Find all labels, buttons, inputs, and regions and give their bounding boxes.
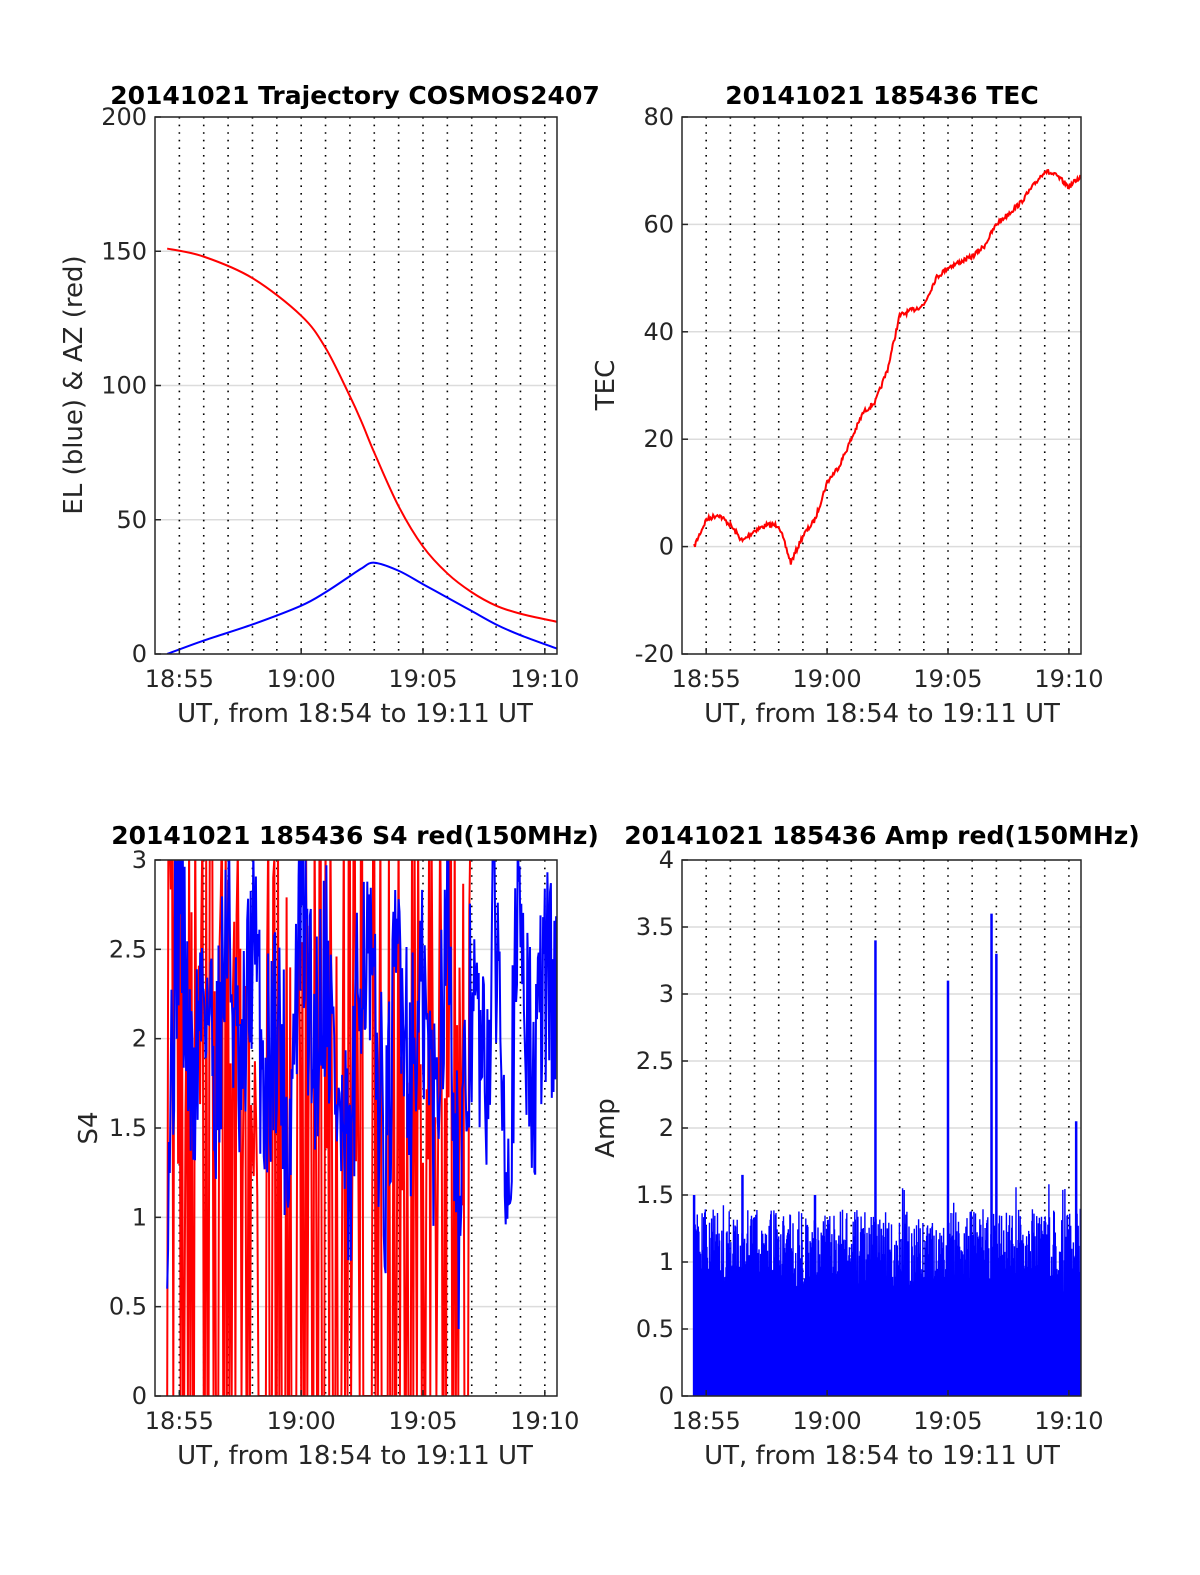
panel-title: 20141021 Trajectory COSMOS2407 bbox=[110, 81, 600, 110]
y-tick-label: 0.5 bbox=[109, 1293, 147, 1321]
x-axis-label: UT, from 18:54 to 19:11 UT bbox=[704, 1441, 1060, 1471]
panel-s4: 20141021 185436 S4 red(150MHz) 0 0.5 1 1.5 2… bbox=[74, 821, 599, 1471]
x-tick-label: 18:55 bbox=[672, 1407, 741, 1435]
y-tick-label: -20 bbox=[635, 640, 674, 668]
panel-title: 20141021 185436 TEC bbox=[725, 81, 1038, 110]
series-group bbox=[166, 860, 557, 1396]
y-axis-label: Amp bbox=[591, 1098, 621, 1158]
y-tick-label: 3 bbox=[132, 846, 147, 874]
y-tick-label: 1.5 bbox=[636, 1181, 674, 1209]
y-tick-label: 2 bbox=[132, 1025, 147, 1053]
series-group bbox=[693, 169, 1081, 565]
y-tick-label: 1.5 bbox=[109, 1114, 147, 1142]
x-tick-label: 19:05 bbox=[913, 1407, 982, 1435]
y-tick-label: 1 bbox=[132, 1203, 147, 1231]
x-tick-label: 18:55 bbox=[672, 665, 741, 693]
panel-title: 20141021 185436 S4 red(150MHz) bbox=[111, 821, 599, 850]
series-group bbox=[166, 247, 557, 654]
y-axis-label: S4 bbox=[74, 1111, 104, 1144]
y-tick-label: 2.5 bbox=[109, 935, 147, 963]
series-line-tec bbox=[693, 169, 1081, 565]
series-line-el bbox=[166, 561, 557, 654]
x-tick-label: 19:10 bbox=[510, 1407, 579, 1435]
y-tick-label: 2.5 bbox=[636, 1047, 674, 1075]
y-tick-label: 3.5 bbox=[636, 913, 674, 941]
y-tick-label: 60 bbox=[643, 210, 674, 238]
y-tick-label: 40 bbox=[643, 318, 674, 346]
series-line-blue bbox=[166, 860, 557, 1330]
y-axis-label: TEC bbox=[591, 360, 621, 411]
y-tick-label: 80 bbox=[643, 103, 674, 131]
x-tick-label: 19:00 bbox=[793, 1407, 862, 1435]
y-tick-label: 4 bbox=[659, 846, 674, 874]
x-tick-label: 19:00 bbox=[793, 665, 862, 693]
y-tick-label: 3 bbox=[659, 980, 674, 1008]
x-axis-label: UT, from 18:54 to 19:11 UT bbox=[177, 1441, 533, 1471]
y-tick-label: 0 bbox=[132, 640, 147, 668]
y-tick-label: 1 bbox=[659, 1248, 674, 1276]
panel-title: 20141021 185436 Amp red(150MHz) bbox=[624, 821, 1140, 850]
x-axis-label: UT, from 18:54 to 19:11 UT bbox=[704, 699, 1060, 729]
y-tick-label: 200 bbox=[101, 103, 147, 131]
y-tick-label: 0 bbox=[132, 1382, 147, 1410]
x-tick-label: 19:10 bbox=[510, 665, 579, 693]
panel-tec: 20141021 185436 TEC -20 0 20 40 60 80 18:55 19:… bbox=[591, 81, 1103, 729]
amp-trace bbox=[693, 1184, 1081, 1396]
y-tick-label: 150 bbox=[101, 237, 147, 265]
y-tick-label: 0 bbox=[659, 533, 674, 561]
x-tick-label: 19:00 bbox=[267, 1407, 336, 1435]
x-tick-label: 19:00 bbox=[267, 665, 336, 693]
series-group bbox=[692, 913, 1081, 1396]
x-tick-label: 19:05 bbox=[388, 665, 457, 693]
y-tick-label: 20 bbox=[643, 425, 674, 453]
y-tick-label: 100 bbox=[101, 372, 147, 400]
y-tick-label: 0 bbox=[659, 1382, 674, 1410]
series-line-az bbox=[166, 247, 557, 623]
y-tick-label: 50 bbox=[116, 506, 147, 534]
y-axis-label: EL (blue) & AZ (red) bbox=[59, 255, 89, 514]
axes-box bbox=[681, 116, 1082, 655]
y-tick-label: 0.5 bbox=[636, 1315, 674, 1343]
x-axis-label: UT, from 18:54 to 19:11 UT bbox=[177, 699, 533, 729]
x-tick-label: 19:10 bbox=[1034, 1407, 1103, 1435]
x-tick-label: 19:05 bbox=[388, 1407, 457, 1435]
x-tick-label: 18:55 bbox=[145, 1407, 214, 1435]
y-tick-label: 2 bbox=[659, 1114, 674, 1142]
x-tick-label: 19:10 bbox=[1034, 665, 1103, 693]
x-tick-label: 19:05 bbox=[913, 665, 982, 693]
x-tick-label: 18:55 bbox=[145, 665, 214, 693]
panel-amp: 20141021 185436 Amp red(150MHz) 0 0.5 1 1.5… bbox=[591, 821, 1140, 1471]
panel-trajectory: 20141021 Trajectory COSMOS2407 0 50 100 150… bbox=[59, 81, 600, 729]
